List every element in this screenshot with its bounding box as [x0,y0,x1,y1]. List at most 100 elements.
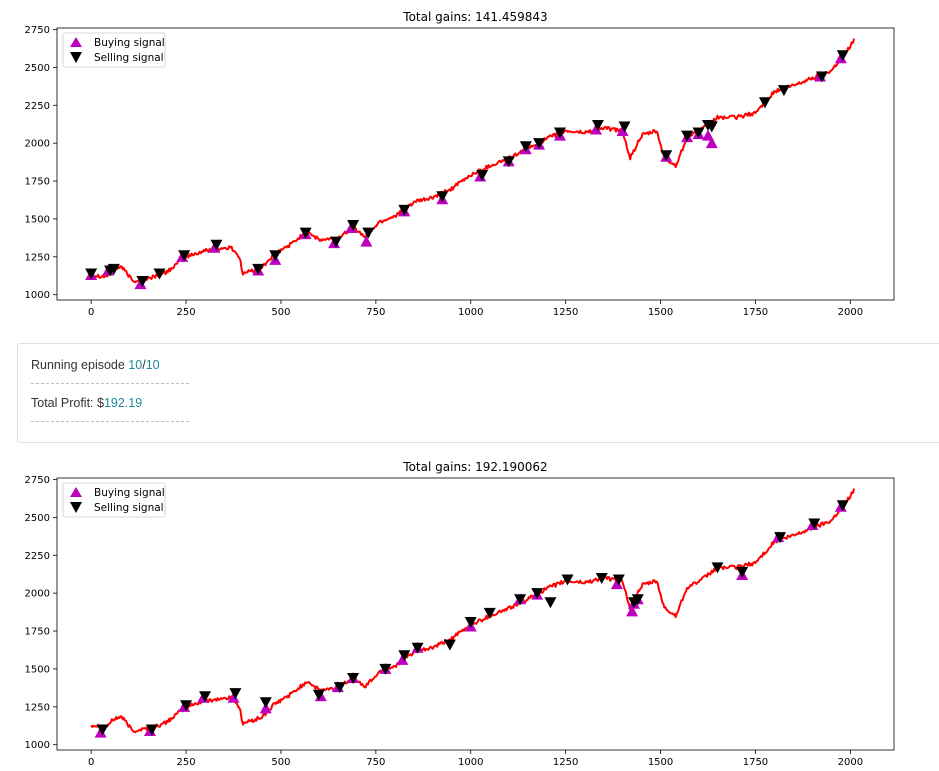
sell-signal-marker [153,268,166,280]
profit-line: Total Profit: $192.19 [31,396,142,410]
sell-signal-marker [85,268,98,280]
sell-signal-marker [347,673,360,685]
sell-signal-marker [96,724,109,736]
x-tick-label: 250 [177,757,196,768]
x-tick-label: 1250 [553,307,578,318]
y-tick-label: 2250 [25,551,50,562]
y-tick-label: 2000 [25,589,50,600]
sell-signal-marker [362,227,375,239]
x-tick-label: 1750 [743,757,768,768]
buy-signal-marker [705,137,718,149]
legend-buy-label: Buying signal [94,37,165,49]
buy-signal-marker [396,653,409,665]
episode-sep: / [142,358,146,372]
y-tick-label: 2000 [25,139,50,150]
chart-top: Total gains: 141.459843 0 250 500 750 1000 125… [0,0,939,320]
sell-signal-marker [299,227,312,239]
y-tick-label: 1750 [25,177,50,188]
chart-title: Total gains: 192.190062 [402,460,547,474]
separator-1 [31,383,189,384]
sell-signal-marker [692,127,705,139]
buy-signal-marker [834,52,847,64]
legend-sell-label: Selling signal [94,52,164,64]
sell-signal-marker [815,71,828,83]
sell-signal-marker [561,574,574,586]
sell-signal-marker [436,191,449,203]
sell-signal-marker [333,682,346,694]
buy-signal-marker [616,125,629,137]
chart-title: Total gains: 141.459843 [402,10,547,24]
x-tick-label: 1000 [458,307,483,318]
chart-top-svg: Total gains: 141.459843 0 250 500 750 1000 125… [25,10,895,318]
sell-signal-marker [531,588,544,600]
x-tick-label: 750 [366,307,385,318]
sell-signal-marker [229,688,242,700]
sell-signal-marker [681,130,694,142]
x-tick-label: 1500 [648,757,673,768]
x-tick-label: 0 [88,307,94,318]
sell-signal-marker [379,663,392,675]
sell-signal-marker [705,121,718,133]
sell-signal-marker [595,573,608,585]
sell-signal-marker [514,594,527,606]
price-line [90,38,856,284]
plot-frame [56,477,895,751]
legend-buy-marker [70,37,82,47]
sell-signal-marker [591,119,604,131]
y-tick-label: 2250 [25,101,50,112]
y-tick-label: 2750 [25,475,50,486]
sell-signal-marker [736,566,749,578]
x-tick-label: 2000 [838,307,863,318]
sell-signal-marker [483,607,496,619]
legend-sell-label: Selling signal [94,502,164,514]
sell-signal-marker [107,263,120,275]
sell-signal-marker [476,169,489,181]
y-tick-label: 2750 [25,25,50,36]
sell-signal-marker [259,697,272,709]
sell-signal-marker [533,138,546,150]
y-tick-label: 1750 [25,627,50,638]
sell-markers [96,500,849,736]
plot-frame [56,27,895,301]
buy-signal-marker [626,605,639,617]
sell-signal-marker [347,219,360,231]
legend-sell-marker [70,52,82,63]
sell-signal-marker [180,700,193,712]
buy-signal-marker [590,123,603,135]
price-line [90,488,856,734]
sell-signal-marker [252,263,265,275]
buy-signal-marker [208,241,221,253]
y-tick-label: 1500 [25,214,50,225]
episode-total: 10 [145,358,160,372]
chart-bottom-svg: Total gains: 192.190062 0 250 500 750 1000 125… [25,460,895,768]
sell-signal-marker [464,616,477,628]
sell-signal-marker [808,518,821,530]
legend-buy-label: Buying signal [94,487,165,499]
sell-signal-marker [443,639,456,651]
sell-signal-marker [312,689,325,701]
sell-signal-marker [199,691,212,703]
legend-sell-marker [70,502,82,513]
y-tick-label: 1500 [25,664,50,675]
sell-signal-marker [330,236,342,248]
sell-signal-marker [502,156,515,168]
sell-signal-marker [178,250,191,262]
x-tick-label: 1250 [553,757,578,768]
buy-signal-marker [134,278,147,290]
sell-signal-marker [660,150,673,162]
buy-signal-marker [610,578,623,590]
y-tick-label: 2500 [25,513,50,524]
x-tick-label: 2000 [838,757,863,768]
sell-signal-marker [136,276,149,288]
sell-signal-marker [210,239,223,251]
sell-signal-marker [618,121,631,133]
profit-value: 192.19 [103,396,143,410]
buy-signal-marker [345,222,358,234]
x-tick-label: 750 [366,757,385,768]
legend: Buying signal Selling signal [62,32,166,68]
sell-signal-marker [411,642,424,654]
legend-box [62,32,166,68]
legend-buy-marker [70,487,82,497]
y-tick-label: 2500 [25,63,50,74]
chart-bottom: Total gains: 192.190062 0 250 500 750 1000 125… [0,450,939,770]
